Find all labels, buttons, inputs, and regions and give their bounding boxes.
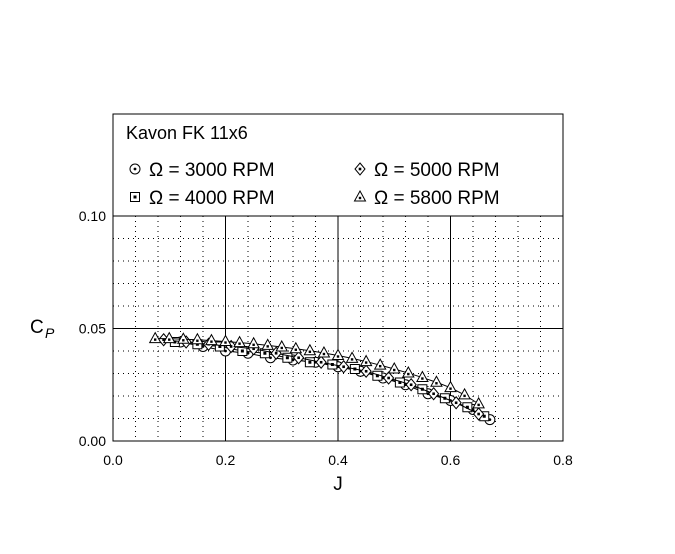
data-point [331,348,345,360]
data-point [337,359,350,374]
y-tick-label: 0.00 [79,433,106,449]
data-point [345,351,359,363]
data-point [427,386,440,401]
data-point [292,350,305,365]
data-point [275,339,289,352]
tick-labels: 0.0 0.2 0.4 0.6 0.8 0.00 0.05 0.10 [79,208,573,468]
data-point [450,395,462,410]
y-tick-label: 0.10 [79,208,106,224]
data-point [289,341,303,354]
x-tick-label: 0.4 [328,452,348,468]
y-tick-label: 0.05 [79,321,106,337]
x-tick-label: 0.6 [441,452,461,468]
data-point [219,334,232,347]
data-point [462,402,473,413]
grid [113,216,563,441]
legend-label: Ω = 5000 RPM [374,160,500,181]
data-point [282,352,293,363]
legend-box [112,113,564,217]
chart-title: Kavon FK 11x6 [126,123,248,143]
data-point [315,355,327,370]
data-point [148,331,162,344]
data-point [382,371,395,385]
x-tick-label: 0.8 [553,452,573,468]
data-point [360,364,372,379]
data-series [148,331,496,426]
data-point [373,358,387,370]
data-point [416,370,429,383]
data-point [214,341,225,352]
y-axis-label: C [30,317,44,338]
data-point [303,343,317,356]
x-tick-label: 0.0 [103,452,123,468]
data-point [162,331,176,344]
data-point [191,332,204,345]
data-point [401,366,415,378]
x-axis-label: J [333,474,343,495]
legend-label: Ω = 3000 RPM [149,160,275,181]
data-point [176,332,190,344]
data-point [472,407,485,421]
data-point [405,377,417,392]
data-point [359,354,373,367]
legend-marker-circle [129,163,141,175]
legend-marker-diamond [354,162,366,176]
data-point [472,396,485,409]
legend-label: Ω = 4000 RPM [149,188,275,209]
data-point [458,387,471,400]
data-point [247,336,260,349]
data-point [205,333,218,346]
legend: Ω = 3000 RPM Ω = 4000 RPM Ω = 5000 RPM Ω = … [129,160,500,209]
data-point [430,375,443,387]
series-triangle [148,331,485,409]
data-point [304,357,315,368]
legend-marker-square [130,192,140,202]
x-tick-label: 0.2 [216,452,236,468]
data-point [444,380,457,393]
legend-marker-triangle [353,189,367,202]
legend-label: Ω = 5800 RPM [374,188,500,209]
y-axis-label-subscript: P [45,325,55,341]
data-point [261,338,275,350]
data-point [387,361,401,374]
data-point [233,335,246,348]
data-point [317,345,331,358]
